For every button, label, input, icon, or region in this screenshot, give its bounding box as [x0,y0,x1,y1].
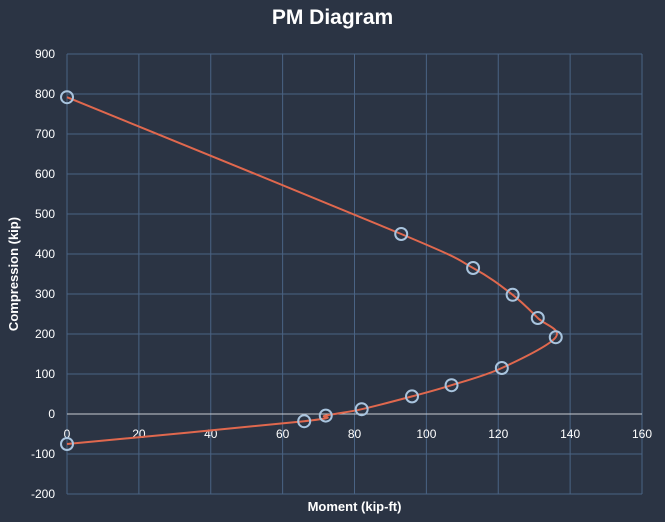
y-tick-label: 400 [35,247,55,261]
y-tick-label: -200 [31,487,55,501]
y-tick-label: 0 [48,407,55,421]
y-tick-label: 200 [35,327,55,341]
data-point [318,408,333,423]
x-tick-label: 20 [132,427,146,441]
data-point [466,261,481,275]
data-point [444,378,459,393]
y-tick-label: 300 [35,287,55,301]
y-tick-label: 900 [35,47,55,61]
y-tick-label: 100 [35,367,55,381]
x-tick-label: 100 [416,427,436,441]
x-axis-title: Moment (kip-ft) [308,499,402,514]
chart-title: PM Diagram [271,6,394,29]
y-axis-title: Compression (kip) [6,217,21,331]
data-point [505,287,520,302]
x-tick-label: 60 [276,427,290,441]
x-tick-label: 0 [64,427,71,441]
y-tick-label: 800 [35,87,55,101]
data-point [297,414,312,429]
data-point [394,227,409,241]
x-tick-label: 160 [632,427,652,441]
data-point [494,361,509,375]
y-tick-label: 700 [35,127,55,141]
data-point [60,90,74,105]
data-point [60,437,74,451]
data-point [530,311,545,325]
x-tick-label: 120 [488,427,508,441]
data-point [548,330,563,345]
x-tick-label: 80 [348,427,362,441]
data-point [405,389,419,404]
series-line [66,96,558,445]
y-tick-label: -100 [31,447,55,461]
y-tick-label: 500 [35,207,55,221]
y-tick-label: 600 [35,167,55,181]
data-point [354,402,369,417]
x-tick-label: 140 [560,427,580,441]
